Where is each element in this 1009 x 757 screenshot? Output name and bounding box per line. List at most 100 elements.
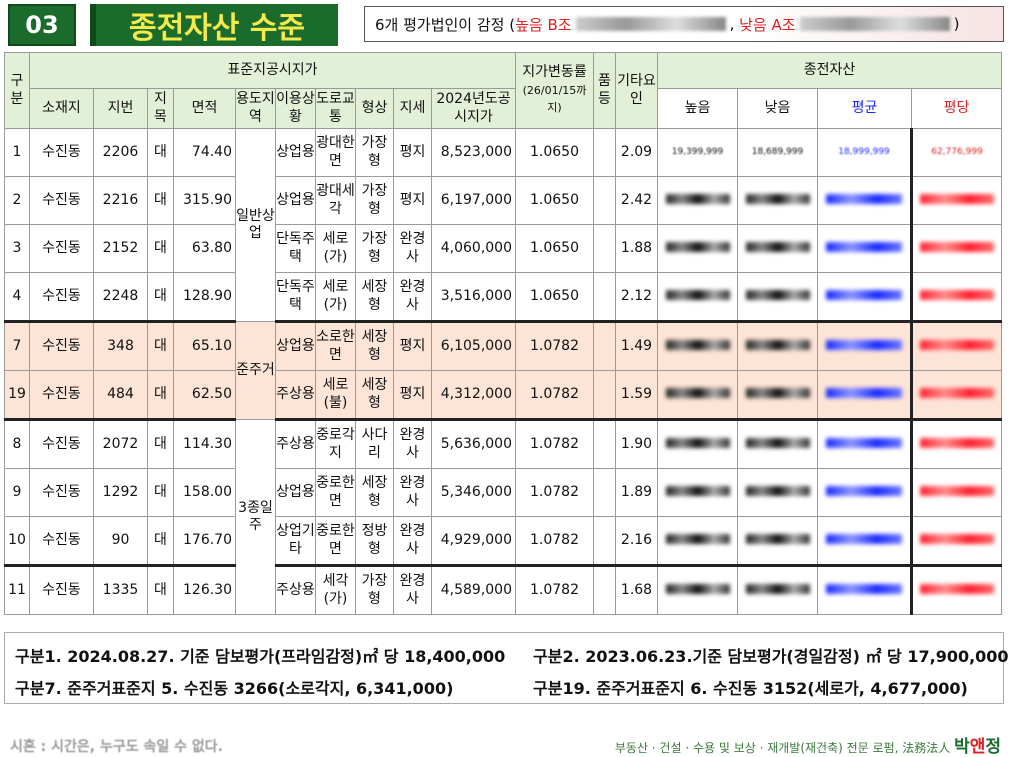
cell-area: 114.30 — [173, 419, 236, 469]
cell-change: 1.0650 — [515, 224, 594, 273]
cell-shape: 정방형 — [355, 516, 394, 567]
cell-change: 1.0782 — [515, 419, 594, 469]
cell-low — [737, 272, 818, 323]
cell-other: 1.88 — [615, 224, 658, 273]
cell-road: 세로(가) — [315, 224, 356, 273]
cell-quality — [593, 565, 616, 615]
cell-location: 수진동 — [29, 565, 94, 615]
cell-category: 대 — [147, 370, 174, 421]
cell-road: 중로한면 — [315, 468, 356, 517]
cell-terrain: 완경사 — [393, 516, 432, 567]
footnote-2: 구분2. 2023.06.23.기준 담보평가(경일감정) ㎡ 당 17,900… — [533, 647, 1009, 666]
cell-gubun: 2 — [4, 176, 30, 225]
footnotes: 구분1. 2024.08.27. 기준 담보평가(프라임감정)㎡ 당 18,40… — [4, 632, 1009, 704]
cell-lot: 1292 — [93, 468, 148, 517]
col-low: 낮음 — [737, 88, 818, 129]
cell-high — [657, 468, 738, 517]
cell-change: 1.0782 — [515, 516, 594, 567]
cell-category: 대 — [147, 176, 174, 225]
cell-location: 수진동 — [29, 224, 94, 273]
appraisal-note: 6개 평가법인이 감정 ( 높음 B조 , 낮음 A조 ) — [364, 6, 1004, 42]
col-usage: 이용상황 — [275, 88, 316, 129]
cell-avg — [817, 176, 913, 225]
cell-lot: 2206 — [93, 128, 148, 177]
table-row: 7 수진동 348 대 65.10 준주거 상업용 소로한면 세장형 평지 6,… — [4, 321, 1002, 420]
cell-avg — [817, 516, 913, 567]
cell-shape: 세장형 — [355, 272, 394, 323]
cell-gubun: 4 — [4, 272, 30, 323]
redacted-text — [799, 17, 950, 31]
col-zone: 용도지역 — [235, 88, 276, 129]
cell-low: 18,689,999 — [737, 128, 818, 177]
cell-gubun: 1 — [4, 128, 30, 177]
note-low: 낮음 A조 — [739, 15, 796, 34]
cell-pyeong — [911, 419, 1002, 469]
cell-shape: 가장형 — [355, 176, 394, 225]
cell-gubun: 10 — [4, 516, 30, 567]
cell-terrain: 완경사 — [393, 565, 432, 615]
cell-avg — [817, 224, 913, 273]
cell-shape: 사다리 — [355, 419, 394, 469]
cell-price: 6,105,000 — [431, 321, 516, 371]
cell-pyeong — [911, 565, 1002, 615]
cell-price: 4,312,000 — [431, 370, 516, 421]
cell-quality — [593, 370, 616, 421]
cell-area: 315.90 — [173, 176, 236, 225]
cell-road: 광대한면 — [315, 128, 356, 177]
cell-price: 4,929,000 — [431, 516, 516, 567]
table-row: 2 수진동 2216 대 315.90 상업용 광대세각 가장형 평지 6,19… — [4, 176, 1002, 225]
cell-shape: 세장형 — [355, 468, 394, 517]
cell-shape: 세장형 — [355, 321, 394, 371]
cell-high — [657, 565, 738, 615]
cell-area: 65.10 — [173, 321, 236, 371]
cell-terrain: 평지 — [393, 176, 432, 225]
cell-high — [657, 321, 738, 371]
cell-usage: 주상용 — [275, 565, 316, 615]
col-terrain: 지세 — [393, 88, 432, 129]
cell-other: 2.42 — [615, 176, 658, 225]
cell-high — [657, 272, 738, 323]
motto: 시혼 : 시간은, 누구도 속일 수 없다. — [10, 739, 223, 755]
cell-avg — [817, 370, 913, 421]
cell-road: 광대세각 — [315, 176, 356, 225]
cell-lot: 348 — [93, 321, 148, 371]
cell-usage: 상업기타 — [275, 516, 316, 567]
firm-tagline: 부동산 · 건설 · 수용 및 보상 · 재개발(재건축) 전문 로펌, 法務法… — [614, 741, 951, 755]
footnote-1: 구분1. 2024.08.27. 기준 담보평가(프라임감정)㎡ 당 18,40… — [15, 647, 506, 666]
cell-price: 5,346,000 — [431, 468, 516, 517]
cell-change: 1.0650 — [515, 176, 594, 225]
table-row: 9 수진동 1292 대 158.00 상업용 중로한면 세장형 완경사 5,3… — [4, 468, 1002, 517]
cell-lot: 2072 — [93, 419, 148, 469]
cell-change: 1.0782 — [515, 565, 594, 615]
col-avg: 평균 — [817, 88, 912, 129]
cell-avg — [817, 565, 913, 615]
section-number: 03 — [8, 4, 76, 46]
cell-other: 2.16 — [615, 516, 658, 567]
cell-pyeong — [911, 516, 1002, 567]
cell-location: 수진동 — [29, 468, 94, 517]
asset-table: 구분 표준지공시지가 지가변동률 (26/01/15까지) 품등 기타요인 종전자… — [4, 52, 1002, 615]
cell-low — [737, 419, 818, 469]
cell-location: 수진동 — [29, 419, 94, 469]
cell-pyeong: 62,776,999 — [911, 128, 1002, 177]
cell-gubun: 7 — [4, 321, 30, 371]
cell-pyeong — [911, 468, 1002, 517]
cell-quality — [593, 516, 616, 567]
table-row: 3 수진동 2152 대 63.80 단독주택 세로(가) 가장형 완경사 4,… — [4, 224, 1002, 273]
cell-low — [737, 176, 818, 225]
cell-category: 대 — [147, 565, 174, 615]
cell-change: 1.0782 — [515, 321, 594, 371]
cell-pyeong — [911, 224, 1002, 273]
cell-shape: 가장형 — [355, 128, 394, 177]
cell-category: 대 — [147, 128, 174, 177]
firm-credit: 부동산 · 건설 · 수용 및 보상 · 재개발(재건축) 전문 로펌, 法務法… — [615, 732, 1001, 757]
cell-low — [737, 468, 818, 517]
cell-category: 대 — [147, 272, 174, 323]
cell-area: 126.30 — [173, 565, 236, 615]
cell-pyeong — [911, 272, 1002, 323]
cell-gubun: 9 — [4, 468, 30, 517]
cell-area: 63.80 — [173, 224, 236, 273]
table-row: 10 수진동 90 대 176.70 상업기타 중로한면 정방형 완경사 4,9… — [4, 516, 1002, 567]
cell-location: 수진동 — [29, 370, 94, 421]
cell-category: 대 — [147, 321, 174, 371]
